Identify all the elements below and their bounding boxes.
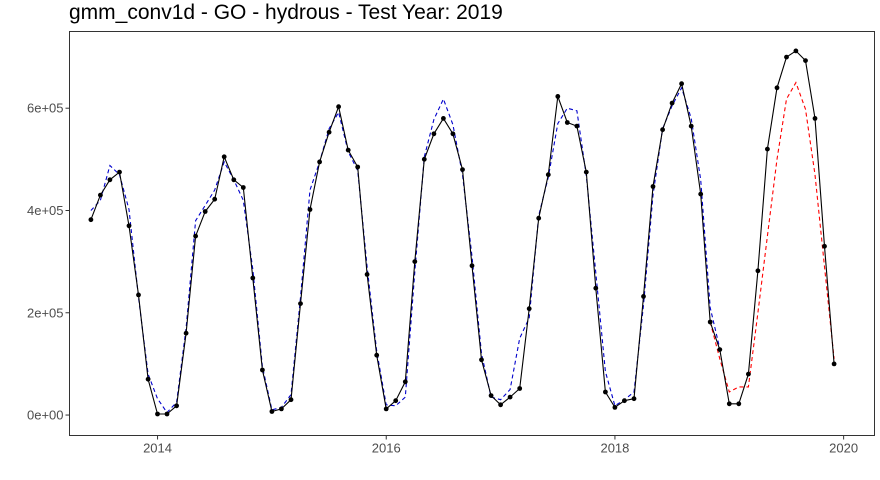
observed-data-point [679, 81, 684, 87]
observed-data-point [564, 120, 570, 125]
observed-data-point [355, 164, 361, 170]
observed-data-point [774, 85, 780, 91]
observed-data-point [517, 386, 523, 391]
observed-data-point [383, 406, 389, 412]
observed-data-point [260, 367, 265, 373]
x-tick-label: 2018 [600, 441, 629, 456]
y-tick-label: 6e+05 [27, 101, 64, 116]
observed-data-point [707, 319, 713, 325]
observed-data-point [336, 104, 341, 110]
axes: 2014 2016 2018 2020 0e+00 2e+05 4e+05 6e+05 [27, 101, 858, 456]
observed-data-point [583, 169, 589, 175]
observed-data-point [812, 116, 818, 121]
observed-data-point [402, 379, 408, 385]
observed-data-point [698, 191, 704, 197]
observed-data-point [688, 123, 694, 129]
observed-data-point [450, 131, 456, 137]
observed-data-point [574, 123, 580, 129]
observed-data-point [412, 259, 418, 264]
observed-data-point [488, 393, 494, 398]
plot-background [69, 31, 875, 436]
observed-data-point [612, 405, 618, 410]
observed-data-point [117, 169, 122, 175]
x-tick-label: 2014 [143, 441, 172, 456]
observed-data-point [622, 398, 627, 404]
observed-data-point [498, 402, 503, 408]
observed-data-point [660, 127, 665, 133]
observed-data-point [431, 131, 437, 137]
observed-data-point [726, 401, 732, 407]
observed-data-point [603, 389, 608, 395]
observed-data-point [736, 401, 742, 407]
observed-data-point [202, 209, 208, 214]
observed-data-point [526, 306, 532, 312]
observed-data-point [374, 352, 380, 358]
observed-data-point [507, 394, 513, 400]
observed-data-point [107, 177, 113, 183]
observed-data-point [631, 396, 637, 402]
observed-data-point [126, 223, 132, 229]
observed-data-point [669, 100, 675, 106]
observed-data-point [136, 292, 141, 298]
observed-data-point [803, 58, 808, 63]
observed-data-point [717, 347, 723, 352]
observed-data-point [164, 411, 170, 417]
observed-data-point [746, 371, 751, 377]
observed-data-point [822, 243, 827, 249]
series-layer [88, 48, 837, 417]
observed-data-point [240, 185, 246, 190]
observed-data-point [212, 196, 218, 202]
observed-data-point [593, 285, 599, 291]
observed-data-point [221, 154, 227, 160]
observed-data-point [421, 156, 427, 162]
observed-data-point [155, 411, 160, 417]
x-tick-label: 2020 [829, 441, 858, 456]
observed-data-point [784, 54, 789, 60]
observed-data-point [469, 263, 475, 269]
y-tick-label: 0e+00 [27, 408, 64, 423]
observed-data-point [793, 48, 799, 54]
observed-data-point [326, 129, 332, 135]
observed-data-point [317, 159, 322, 165]
chart-title: gmm_conv1d - GO - hydrous - Test Year: 2… [69, 1, 503, 24]
observed-data-point [250, 275, 256, 281]
observed-data-point [831, 361, 837, 367]
observed-data-point [345, 147, 351, 153]
observed-data-point [231, 177, 237, 183]
observed-data-point [174, 403, 180, 409]
observed-data-point [479, 357, 484, 363]
observed-data-point [460, 167, 465, 173]
observed-data-point [755, 268, 761, 274]
observed-data-point [536, 215, 542, 221]
observed-data-point [393, 398, 399, 404]
observed-data-point [641, 294, 646, 299]
y-tick-label: 2e+05 [27, 305, 64, 320]
x-tick-label: 2016 [372, 441, 401, 456]
observed-data-point [183, 330, 189, 336]
observed-data-point [298, 301, 303, 306]
observed-data-point [765, 146, 770, 152]
fitted-series-line [90, 86, 721, 414]
observed-data-point [145, 376, 151, 382]
observed-data-point [88, 217, 94, 223]
observed-data-point [650, 184, 656, 189]
observed-data-point [193, 233, 199, 239]
observed-data-point [98, 192, 103, 198]
observed-data-point [307, 207, 313, 212]
observed-data-point [545, 172, 551, 178]
observed-data-point [441, 116, 446, 121]
observed-data-point [279, 406, 284, 412]
forecast-series-line [709, 81, 835, 393]
observed-data-point [555, 94, 561, 99]
observed-data-point [269, 409, 275, 414]
observed-data-point [364, 272, 370, 277]
observed-data-point [288, 397, 294, 403]
y-tick-label: 4e+05 [27, 203, 64, 218]
